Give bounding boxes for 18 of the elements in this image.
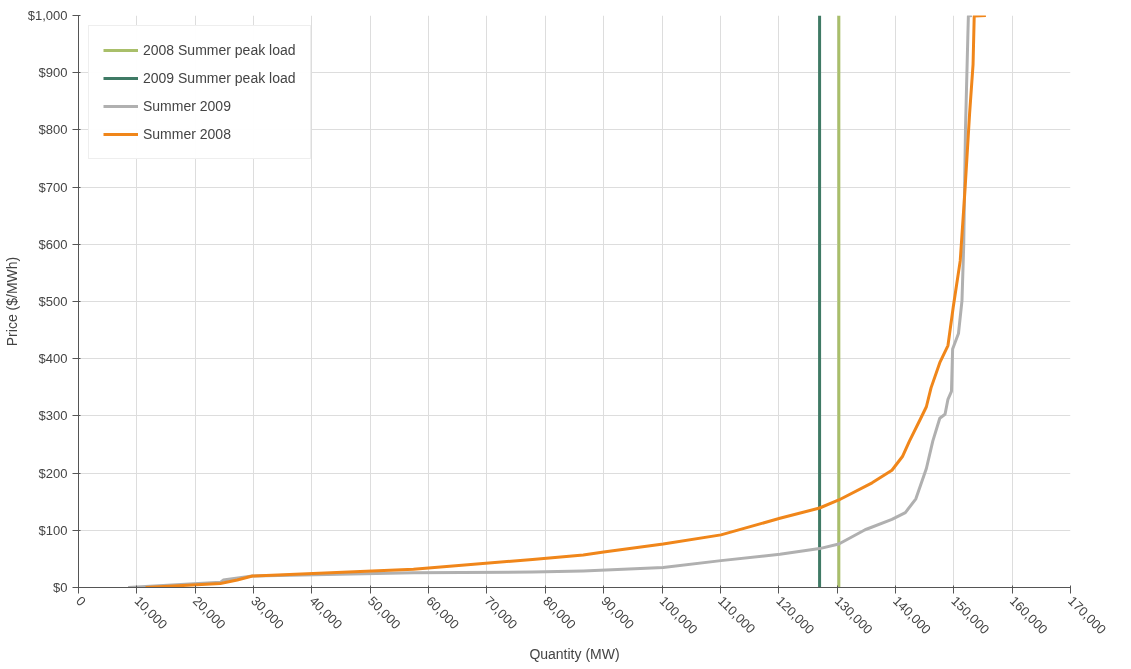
y-tick-label: $500 [38,294,68,309]
legend-label: 2009 Summer peak load [143,70,296,86]
legend-label: Summer 2009 [143,98,231,114]
y-tick-label: $1,000 [27,8,68,23]
y-tick-label: $800 [38,122,68,138]
y-tick-label: $300 [38,408,68,424]
legend-label: 2008 Summer peak load [143,42,296,58]
y-axis-title: Price ($/MWh) [3,256,20,347]
y-tick-label: $700 [38,179,68,195]
y-tick-label: $400 [38,351,68,367]
y-tick-label: $0 [53,580,68,595]
y-tick-label: $600 [38,236,68,252]
x-tick-label: 0 [73,593,89,609]
y-tick-label: $100 [38,522,68,538]
y-tick-label: $200 [38,465,68,481]
legend-label: Summer 2008 [143,126,231,142]
y-tick-label: $900 [38,65,68,81]
x-axis-title: Quantity (MW) [529,646,620,663]
